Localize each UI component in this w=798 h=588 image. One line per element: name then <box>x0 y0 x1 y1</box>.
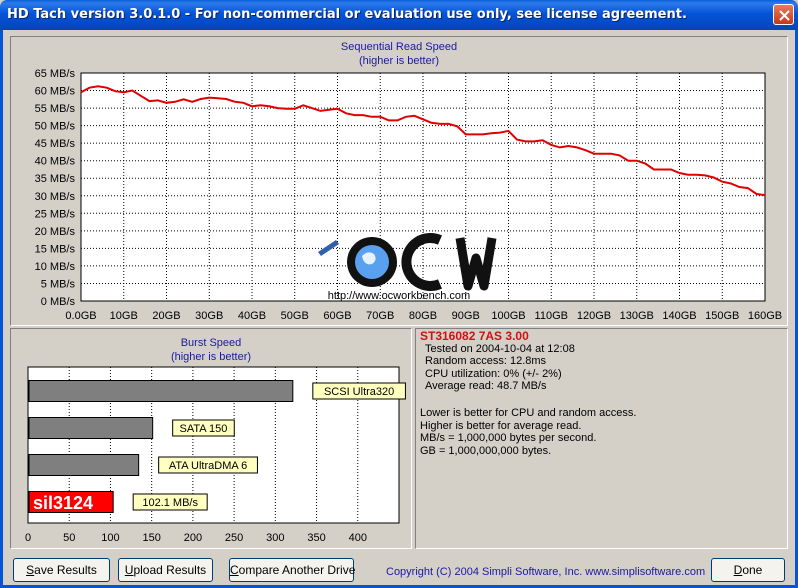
burst-result-bar <box>28 491 114 513</box>
y-tick-label: 25 MB/s <box>35 208 76 220</box>
burst-label: ATA UltraDMA 6 <box>169 460 247 472</box>
y-tick-label: 60 MB/s <box>35 86 76 98</box>
y-tick-label: 20 MB/s <box>35 226 76 238</box>
x-tick-label: 20GB <box>152 310 180 322</box>
y-tick-label: 5 MB/s <box>41 278 76 290</box>
burst-tick-label: 300 <box>266 532 284 544</box>
y-tick-label: 65 MB/s <box>35 68 76 80</box>
read-chart-title: Sequential Read Speed <box>340 41 458 53</box>
ocw-logo: http://www.ocworkbench.com <box>318 233 497 302</box>
save-results-button[interactable]: Save Results <box>13 558 110 582</box>
done-accel: D <box>733 563 743 577</box>
average-read: Average read: 48.7 MB/s <box>425 380 547 393</box>
x-tick-label: 50GB <box>281 310 309 322</box>
burst-tick-label: 250 <box>225 532 243 544</box>
burst-tick-label: 150 <box>142 532 160 544</box>
x-tick-label: 150GB <box>705 310 739 322</box>
x-tick-label: 120GB <box>577 310 611 322</box>
note-line: GB = 1,000,000,000 bytes. <box>420 444 552 457</box>
read-chart: 0.0GB 10GB 20GB 30GB 40GB 50GB 60GB 70GB 80GB 90G… <box>35 68 782 322</box>
x-tick-label: 90GB <box>452 310 480 322</box>
burst-label-box <box>158 456 258 474</box>
note-line: Lower is better for CPU and random acces… <box>420 406 637 419</box>
y-tick-label: 40 MB/s <box>35 156 76 168</box>
burst-bar <box>28 417 154 439</box>
compare-label: ompare Another Drive <box>238 563 356 577</box>
y-tick-label: 35 MB/s <box>35 173 76 185</box>
done-button[interactable]: Done <box>711 558 785 582</box>
read-chart-subtitle: (higher is better) <box>358 55 440 67</box>
read-speed-line <box>80 85 766 197</box>
burst-chart: 0 50 100 150 200 250 300 350 400 SCSI Ultra320 SAT… <box>25 366 406 544</box>
upload-label: pload Results <box>133 563 207 577</box>
burst-result-name: sil3124 <box>33 493 93 513</box>
logo-satellite <box>318 240 339 256</box>
done-label: one <box>742 563 763 577</box>
y-tick-label: 50 MB/s <box>35 121 76 133</box>
window-title: HD Tach version 3.0.1.0 - For non-commer… <box>7 7 687 22</box>
y-tick-label: 15 MB/s <box>35 243 76 255</box>
burst-tick-label: 100 <box>101 532 119 544</box>
close-icon <box>779 10 790 21</box>
x-tick-label: 80GB <box>409 310 437 322</box>
x-tick-label: 130GB <box>620 310 654 322</box>
burst-chart-title: Burst Speed <box>180 337 242 349</box>
window-frame <box>0 30 798 588</box>
y-tick-label: 10 MB/s <box>35 261 76 273</box>
save-label: ave Results <box>34 563 97 577</box>
cpu-utilization: CPU utilization: 0% (+/- 2%) <box>425 367 562 380</box>
compare-accel: C <box>230 563 239 577</box>
x-tick-label: 30GB <box>195 310 223 322</box>
x-tick-label: 60GB <box>323 310 351 322</box>
burst-label: 102.1 MB/s <box>142 497 198 509</box>
burst-label-box <box>312 382 406 400</box>
burst-label: SCSI Ultra320 <box>324 386 394 398</box>
tested-on: Tested on 2004-10-04 at 12:08 <box>425 342 575 355</box>
burst-tick-label: 200 <box>184 532 202 544</box>
upload-results-button[interactable]: Upload Results <box>118 558 213 582</box>
burst-label-box <box>132 493 208 511</box>
burst-bar <box>28 454 140 476</box>
x-tick-label: 40GB <box>238 310 266 322</box>
burst-tick-label: 50 <box>63 532 75 544</box>
results-info: ST316082 7AS 3.00 Tested on 2004-10-04 a… <box>420 330 790 457</box>
note-line: Higher is better for average read. <box>420 419 582 432</box>
title-bar[interactable]: HD Tach version 3.0.1.0 - For non-commer… <box>0 0 798 30</box>
logo-letter-w <box>455 237 497 291</box>
y-tick-label: 30 MB/s <box>35 191 76 203</box>
x-tick-label: 140GB <box>662 310 696 322</box>
note-line: MB/s = 1,000,000 bytes per second. <box>420 432 597 445</box>
y-tick-label: 0 MB/s <box>41 296 76 308</box>
burst-chart-subtitle: (higher is better) <box>170 351 252 363</box>
compare-another-drive-button[interactable]: Compare Another Drive <box>229 558 356 582</box>
results-panel <box>415 328 788 549</box>
y-tick-label: 55 MB/s <box>35 103 76 115</box>
burst-tick-label: 0 <box>25 532 31 544</box>
logo-letter-c <box>401 233 442 291</box>
burst-label: SATA 150 <box>180 423 228 435</box>
burst-tick-label: 350 <box>307 532 325 544</box>
burst-tick-label: 400 <box>349 532 367 544</box>
x-tick-label: 160GB <box>748 310 782 322</box>
x-tick-label: 110GB <box>535 310 568 322</box>
random-access: Random access: 12.8ms <box>425 355 547 368</box>
close-button[interactable] <box>773 4 794 25</box>
copyright-text[interactable]: Copyright (C) 2004 Simpli Software, Inc.… <box>386 566 706 578</box>
watermark-url: http://www.ocworkbench.com <box>328 290 470 302</box>
logo-globe-land <box>362 252 376 265</box>
x-tick-label: 10GB <box>110 310 138 322</box>
upload-accel: U <box>124 563 134 577</box>
x-tick-label: 100GB <box>491 310 525 322</box>
drive-name: ST316082 7AS 3.00 <box>420 329 529 343</box>
x-tick-label: 0.0GB <box>65 310 96 322</box>
burst-bar <box>28 380 294 402</box>
y-tick-label: 45 MB/s <box>35 138 76 150</box>
x-tick-label: 70GB <box>366 310 394 322</box>
save-accel: S <box>26 563 35 577</box>
burst-label-box <box>172 419 235 437</box>
